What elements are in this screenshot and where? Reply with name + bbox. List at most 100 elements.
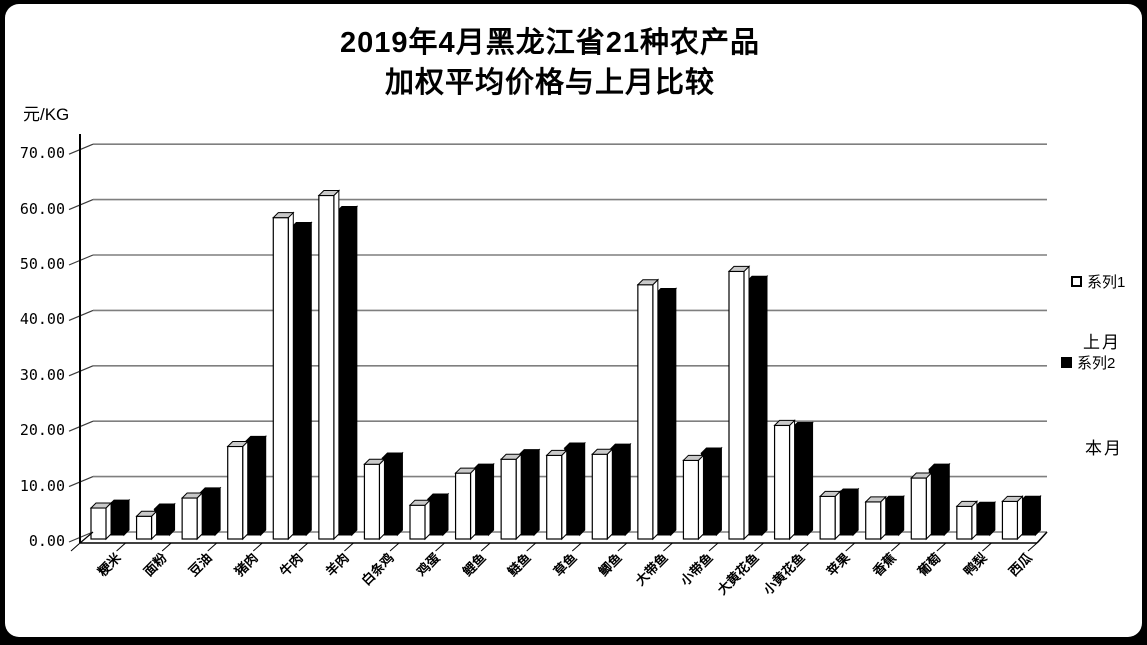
x-axis-tick <box>252 542 263 552</box>
x-axis-tick <box>617 542 628 552</box>
bar-series2-side <box>807 421 814 537</box>
bar-series1-side <box>925 471 932 541</box>
bar-series1-side <box>971 500 978 541</box>
bar-series1-side <box>287 211 294 541</box>
x-axis-tick <box>708 542 719 552</box>
x-axis-tick <box>344 542 354 552</box>
bar-series1 <box>728 270 745 540</box>
bar-series1-cap <box>910 472 933 479</box>
bar-series1 <box>318 194 335 540</box>
bar-series1-cap <box>1001 495 1024 502</box>
x-axis-tick <box>207 542 218 552</box>
bar-series1 <box>956 505 973 540</box>
bar-series1-cap <box>226 440 249 447</box>
bar-series1-side <box>1016 495 1023 541</box>
bar-series1-cap <box>727 265 751 272</box>
chart-title-line2: 加权平均价格与上月比较 <box>384 67 715 99</box>
bar-group-大带鱼 <box>636 278 678 541</box>
bar-series1-side <box>470 466 477 541</box>
bar-series2-side <box>533 448 540 537</box>
bar-group-葡萄 <box>910 462 951 541</box>
bar-series1-cap <box>864 496 887 503</box>
bar-series1-side <box>743 265 750 541</box>
bar-series1-cap <box>591 448 614 455</box>
bar-group-小带鱼 <box>682 446 723 541</box>
bar-series2-side <box>123 498 130 537</box>
x-axis-tick <box>435 542 445 552</box>
bar-series2-side <box>989 501 996 537</box>
bar-series1 <box>409 504 426 540</box>
legend-series1-label: 系列1 <box>1087 274 1126 291</box>
bar-series2-side <box>214 486 221 537</box>
bar-series2-side <box>260 435 267 537</box>
series1-white-square-icon <box>1071 276 1082 287</box>
y-tick-label: 60.00 <box>19 199 65 218</box>
bar-series1 <box>363 463 381 540</box>
bar-series2-side <box>898 494 905 537</box>
bar-series1-cap <box>317 190 341 197</box>
bar-group-白条鸡 <box>363 451 404 541</box>
bar-series2-side <box>488 462 495 537</box>
y-tick-label: 20.00 <box>19 421 65 440</box>
bar-series1-side <box>606 448 613 541</box>
bar-series1-cap <box>272 212 295 219</box>
bar-group-牛肉 <box>272 211 313 541</box>
bar-series1 <box>227 445 244 540</box>
x-axis-tick <box>1027 542 1038 552</box>
bar-series2-side <box>1034 494 1041 537</box>
bar-series1-cap <box>363 458 386 465</box>
bar-series1-cap <box>636 279 660 286</box>
bar-group-小黄花鱼 <box>773 419 814 541</box>
y-tick-label: 40.00 <box>19 310 65 329</box>
bar-series1-side <box>105 501 112 541</box>
bar-series1-cap <box>545 449 568 456</box>
bar-series1 <box>272 217 289 540</box>
bar-series1-cap <box>499 453 523 460</box>
bar-group-苹果 <box>818 487 860 541</box>
bar-group-草鱼 <box>545 441 586 541</box>
price-bar-chart <box>68 134 1048 552</box>
bar-series2-side <box>442 492 449 537</box>
bar-series1-side <box>424 498 431 541</box>
bar-series1 <box>181 497 198 540</box>
bar-series1-cap <box>408 499 432 506</box>
bar-series1 <box>500 458 517 540</box>
bar-series1-cap <box>818 490 842 497</box>
bar-series1 <box>637 284 654 540</box>
bar-series2-side <box>670 287 677 537</box>
bar-series1 <box>682 459 700 540</box>
x-axis-tick <box>982 542 992 552</box>
bar-group-西瓜 <box>1001 494 1042 541</box>
chart-title-line1: 2019年4月黑龙江省21种农产品 <box>340 27 760 59</box>
bar-series2-side <box>761 275 768 537</box>
x-axis-tick <box>799 542 810 552</box>
legend-caption-last-month: 上月 <box>1083 333 1121 352</box>
y-tick-label: 30.00 <box>19 365 65 384</box>
bar-series1 <box>819 495 836 540</box>
bar-series1 <box>454 472 472 540</box>
bar-series1 <box>1001 500 1019 540</box>
bar-series1-cap <box>180 492 204 499</box>
bar-series1-side <box>697 454 704 541</box>
x-axis-tick <box>161 542 172 552</box>
bar-group-大黄花鱼 <box>727 265 769 541</box>
bar-series1-side <box>333 189 340 541</box>
x-axis-tick <box>526 542 537 552</box>
bar-series1 <box>135 515 153 540</box>
bar-series1 <box>773 424 791 540</box>
bar-group-鲤鱼 <box>454 462 495 541</box>
x-axis-tick <box>480 542 491 552</box>
x-axis-tick <box>389 542 400 552</box>
bar-series1-cap <box>454 467 477 474</box>
bar-series2-side <box>852 487 859 537</box>
bar-group-面粉 <box>135 502 176 541</box>
x-axis-tick <box>116 542 126 552</box>
bar-group-鸡蛋 <box>408 492 450 541</box>
legend-item-series1: 系列1 <box>1071 271 1125 292</box>
bar-series2-side <box>305 221 312 537</box>
bar-group-香蕉 <box>864 494 905 541</box>
floor-left-edge <box>79 531 94 544</box>
bar-series1 <box>90 507 107 540</box>
bar-series2-side <box>351 205 358 537</box>
x-axis-tick <box>754 542 764 552</box>
